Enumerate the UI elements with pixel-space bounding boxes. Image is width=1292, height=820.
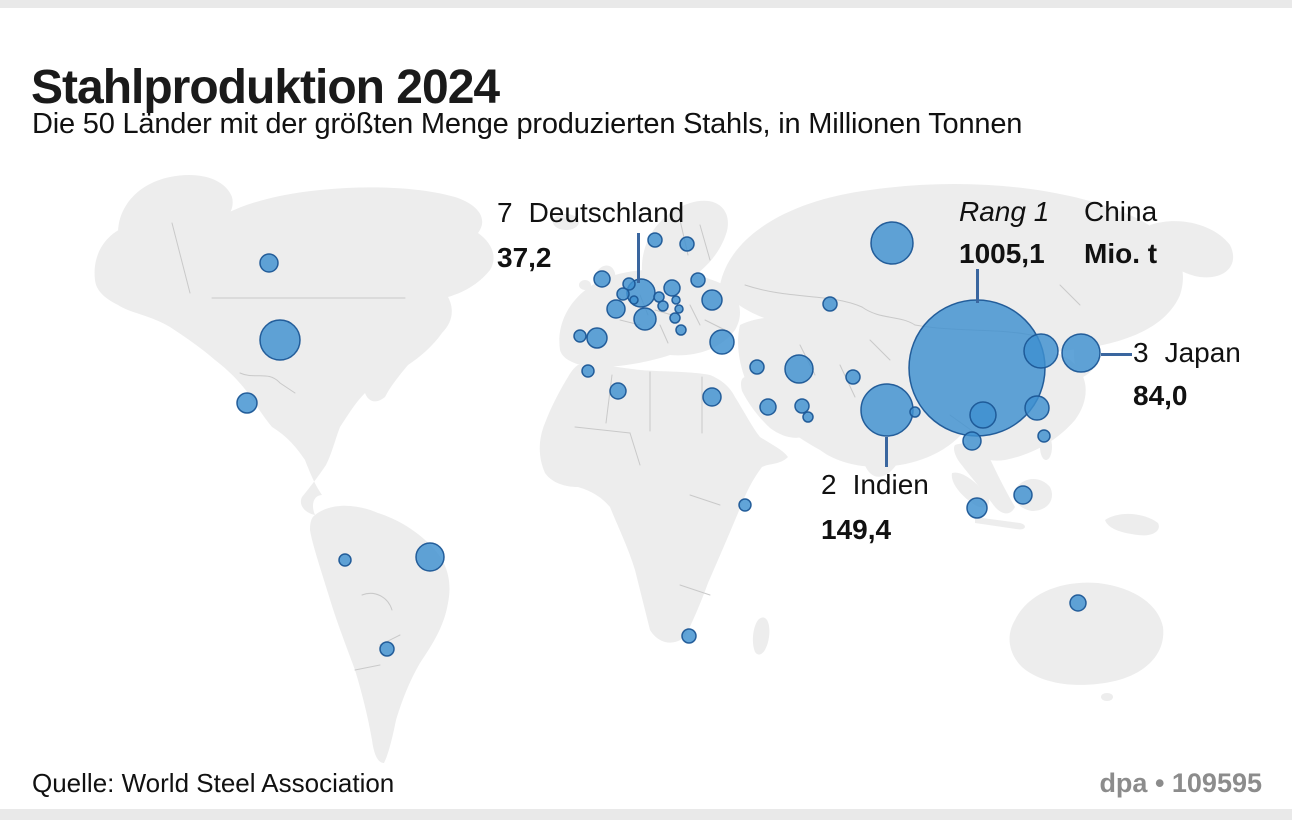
bubble-philippinen xyxy=(1037,429,1051,443)
bubble-marokko xyxy=(581,364,595,378)
page-subtitle: Die 50 Länder mit der größten Menge prod… xyxy=(32,108,1023,140)
bubble-saudi-arabien xyxy=(759,398,777,416)
bubble-oman xyxy=(802,411,814,423)
bubble-taiwan xyxy=(1024,395,1050,421)
top-edge-bar xyxy=(0,0,1292,8)
continent-south-america xyxy=(310,505,450,763)
bubble-japan xyxy=(1061,333,1101,373)
bubble-indonesien xyxy=(966,497,988,519)
annotation-china-unit: Mio. t xyxy=(1084,238,1158,270)
annotation-india-value: 149,4 xyxy=(821,514,892,546)
annotation-india-name: 2 Indien xyxy=(821,469,929,500)
annotation-china-rank: Rang 1 xyxy=(959,196,1050,227)
region-far-east xyxy=(1150,221,1234,278)
bubble-frankreich xyxy=(606,299,626,319)
bubble-peru xyxy=(338,553,352,567)
bubble-kasachstan xyxy=(822,296,838,312)
continent-australia xyxy=(1009,582,1164,685)
island-madagascar xyxy=(752,617,770,655)
bubbles-layer xyxy=(236,221,1101,657)
bubble-spanien xyxy=(586,327,608,349)
bubble-vietnam xyxy=(969,401,997,429)
bubble-bangladesch xyxy=(909,406,921,418)
bubble-portugal xyxy=(573,329,587,343)
bubble-grossbritannien xyxy=(593,270,611,288)
world-bubble-map xyxy=(94,175,1234,763)
bubble-pakistan xyxy=(845,369,861,385)
bubble-algerien xyxy=(609,382,627,400)
annotation-india-rank: 2 xyxy=(821,469,837,500)
bubble-belarus xyxy=(690,272,706,288)
leader-line-japan xyxy=(1101,353,1132,356)
bubble-iran xyxy=(784,354,814,384)
bubble-kanada xyxy=(259,253,279,273)
leader-line-china xyxy=(976,269,979,303)
annotation-japan: 3 Japan 84,0 xyxy=(1133,337,1241,412)
bubble-kenia xyxy=(738,498,752,512)
leader-line-india xyxy=(885,437,888,467)
bubble-ungarn xyxy=(674,304,684,314)
bubble-tuerkei xyxy=(709,329,735,355)
island-iceland xyxy=(553,214,579,230)
annotation-india: 2 Indien 149,4 xyxy=(821,469,929,546)
bubble-indien xyxy=(860,383,914,437)
bubble-suedafrika xyxy=(681,628,697,644)
dpa-credit: dpa • 109595 xyxy=(1099,768,1262,798)
island-tasmania xyxy=(1101,693,1113,701)
island-java xyxy=(975,517,1025,530)
region-siberia xyxy=(720,183,1183,356)
annotation-germany-value: 37,2 xyxy=(497,242,552,274)
bubble-slowakei xyxy=(671,295,681,305)
source-note: Quelle: World Steel Association xyxy=(32,768,395,798)
bubble-australien xyxy=(1069,594,1087,612)
bubble-suedkorea xyxy=(1023,333,1059,369)
bubble-belgien xyxy=(616,287,630,301)
page-title: Stahlproduktion 2024 xyxy=(31,61,500,115)
bubble-schweden xyxy=(647,232,663,248)
bubble-oesterreich xyxy=(657,300,669,312)
annotation-japan-name: 3 Japan xyxy=(1133,337,1241,368)
bubble-aegypten xyxy=(702,387,722,407)
bubble-niederlande xyxy=(622,277,636,291)
island-new-guinea xyxy=(1105,513,1159,536)
bubble-italien xyxy=(633,307,657,331)
bubble-polen xyxy=(663,279,681,297)
bubble-brasilien xyxy=(415,542,445,572)
bubble-ukraine xyxy=(701,289,723,311)
bubble-serbien xyxy=(669,312,681,324)
bubble-griechenland xyxy=(675,324,687,336)
island-ireland xyxy=(579,280,591,290)
annotation-china-value: 1005,1 xyxy=(959,238,1045,270)
annotation-china: Rang 1 China 1005,1 Mio. t xyxy=(959,196,1157,270)
continents-layer xyxy=(94,175,1234,763)
bubble-luxemburg xyxy=(629,295,639,305)
bubble-mexiko xyxy=(236,392,258,414)
annotation-germany: 7 Deutschland 37,2 xyxy=(497,197,684,274)
annotation-japan-rank: 3 xyxy=(1133,337,1149,368)
bubble-malaysia xyxy=(1013,485,1033,505)
bubble-usa xyxy=(259,319,301,361)
bottom-edge-bar xyxy=(0,809,1292,820)
leader-line-germany xyxy=(637,233,640,283)
bubble-vae xyxy=(794,398,810,414)
annotation-germany-name: 7 Deutschland xyxy=(497,197,685,228)
annotation-japan-value: 84,0 xyxy=(1133,380,1188,412)
bubble-argentinien xyxy=(379,641,395,657)
bubble-thailand xyxy=(962,431,982,451)
annotation-china-name: China xyxy=(1084,196,1158,227)
region-indochina xyxy=(954,443,1015,514)
annotation-germany-rank: 7 xyxy=(497,197,513,228)
bubble-irak xyxy=(749,359,765,375)
bubble-russland xyxy=(870,221,914,265)
bubble-finnland xyxy=(679,236,695,252)
continent-africa xyxy=(539,364,788,643)
